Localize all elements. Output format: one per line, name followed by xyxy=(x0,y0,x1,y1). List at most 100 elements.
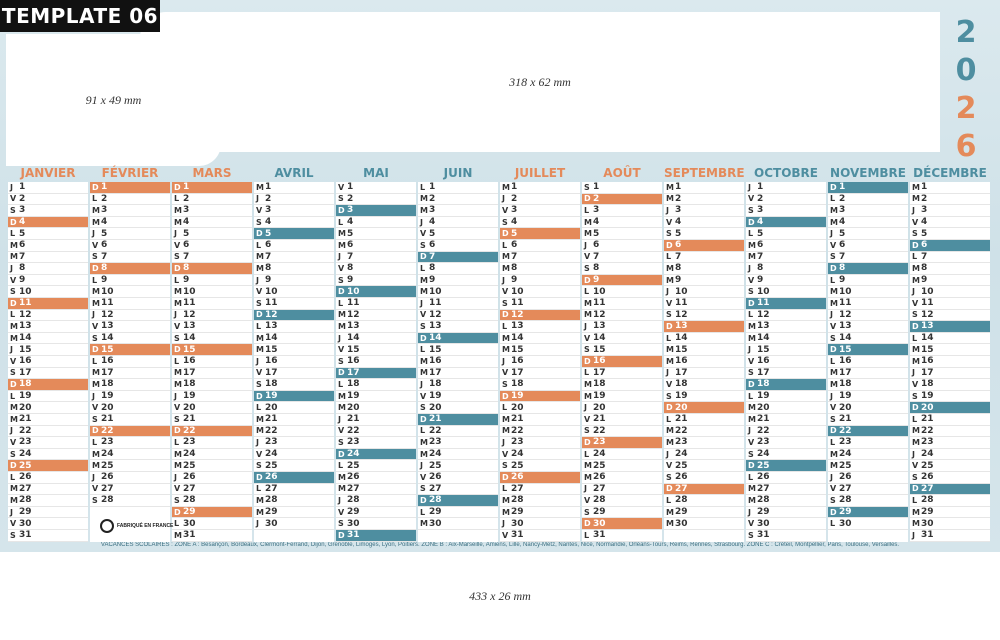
day-row: D 25 xyxy=(8,460,88,472)
day-letter: D xyxy=(830,426,837,436)
day-row: M 19 xyxy=(336,391,416,403)
day-letter: M xyxy=(10,240,18,250)
day-letter: L xyxy=(830,275,836,285)
day-number: 13 xyxy=(675,321,688,332)
day-row: V 16 xyxy=(746,356,826,368)
day-row: J 28 xyxy=(336,495,416,507)
day-number: 15 xyxy=(347,344,360,355)
day-number: 5 xyxy=(101,228,108,239)
day-letter: D xyxy=(92,426,99,436)
day-letter: S xyxy=(420,484,426,494)
day-number: 26 xyxy=(101,472,114,483)
day-number: 8 xyxy=(101,263,108,274)
day-row: V 12 xyxy=(418,310,498,322)
day-number: 13 xyxy=(429,321,442,332)
day-number: 10 xyxy=(101,286,114,297)
day-letter: S xyxy=(912,310,918,320)
day-letter: L xyxy=(174,519,180,529)
day-row: L 14 xyxy=(910,333,990,345)
day-number: 10 xyxy=(347,286,360,297)
day-number: 11 xyxy=(511,298,524,309)
day-row: D 15 xyxy=(90,344,170,356)
day-row: J 29 xyxy=(8,507,88,519)
day-number: 8 xyxy=(265,263,272,274)
day-row: J 10 xyxy=(664,286,744,298)
day-letter: S xyxy=(748,205,754,215)
day-letter: J xyxy=(92,391,95,401)
day-letter: S xyxy=(256,461,262,471)
day-number: 6 xyxy=(265,240,272,251)
day-number: 8 xyxy=(757,263,764,274)
top-print-zone: 318 x 62 mm xyxy=(140,12,940,152)
day-number: 25 xyxy=(347,460,360,471)
day-letter: J xyxy=(338,252,341,262)
day-row: M 30 xyxy=(418,518,498,530)
day-letter: V xyxy=(502,287,509,297)
day-number: 25 xyxy=(757,460,770,471)
day-number: 29 xyxy=(921,507,934,518)
day-letter: S xyxy=(420,240,426,250)
day-letter: M xyxy=(338,321,346,331)
day-letter: L xyxy=(912,414,918,424)
day-row: M 21 xyxy=(500,414,580,426)
day-number: 7 xyxy=(839,251,846,262)
day-letter: L xyxy=(666,333,672,343)
day-letter: D xyxy=(338,530,345,540)
day-letter: D xyxy=(584,437,591,447)
month-title: NOVEMBRE xyxy=(830,166,906,180)
day-letter: S xyxy=(10,205,16,215)
day-number: 13 xyxy=(265,321,278,332)
day-row: V 15 xyxy=(336,344,416,356)
day-letter: V xyxy=(912,217,919,227)
day-number: 9 xyxy=(265,275,272,286)
day-number: 14 xyxy=(101,333,114,344)
day-number: 6 xyxy=(101,240,108,251)
day-row: M 27 xyxy=(8,484,88,496)
day-number: 23 xyxy=(839,437,852,448)
day-row: M 21 xyxy=(746,414,826,426)
day-row: V 27 xyxy=(828,484,908,496)
day-letter: M xyxy=(420,275,428,285)
day-number: 19 xyxy=(429,391,442,402)
day-letter: V xyxy=(174,403,181,413)
day-number: 18 xyxy=(347,379,360,390)
day-row: D 18 xyxy=(8,379,88,391)
day-letter: M xyxy=(830,287,838,297)
day-number: 15 xyxy=(675,344,688,355)
day-letter: S xyxy=(256,379,262,389)
day-letter: V xyxy=(748,437,755,447)
day-letter: J xyxy=(10,426,13,436)
month-days: M 1 M 2 J 3 V 4 S 5 D 6 L 7 M 8 M 9 J 10 V 11 S 12 D 13 L 14 M 15 M 16 J… xyxy=(910,182,990,542)
day-row: V 23 xyxy=(746,437,826,449)
day-letter: S xyxy=(912,229,918,239)
day-number: 4 xyxy=(265,217,272,228)
day-number: 5 xyxy=(511,228,518,239)
day-row: L 30 xyxy=(828,518,908,530)
day-row: M 17 xyxy=(90,368,170,380)
day-letter: M xyxy=(256,263,264,273)
day-letter: M xyxy=(666,507,674,517)
day-letter: D xyxy=(174,426,181,436)
day-letter: D xyxy=(502,472,509,482)
day-number: 7 xyxy=(757,251,764,262)
day-number: 10 xyxy=(757,286,770,297)
day-number: 24 xyxy=(511,449,524,460)
day-row: V 20 xyxy=(828,402,908,414)
